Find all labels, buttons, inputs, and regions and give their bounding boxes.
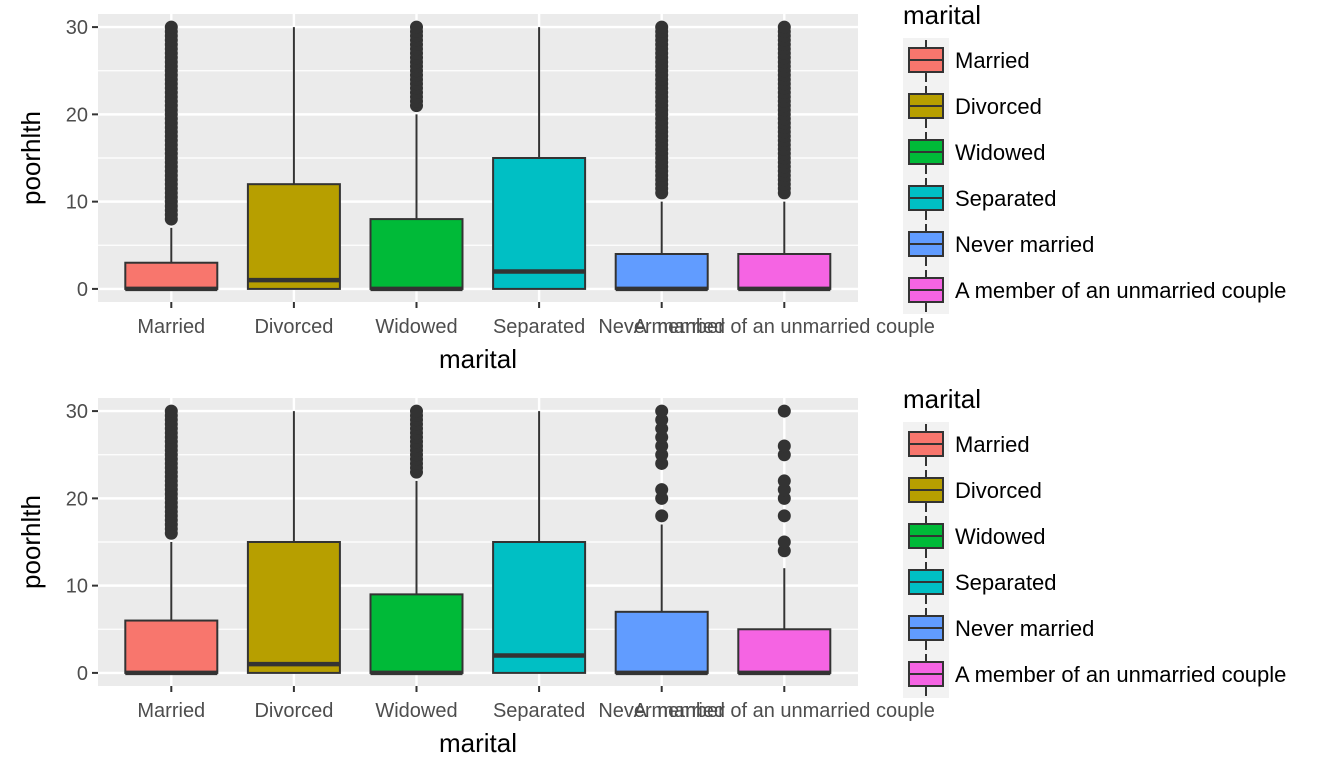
box-3 [369,404,464,676]
legend-label: Widowed [955,524,1045,549]
legend-item: A member of an unmarried couple [903,652,1286,698]
legend-item: Married [903,38,1030,84]
box-iqr [246,183,341,290]
outlier-point [164,20,178,34]
legend-item: A member of an unmarried couple [903,268,1286,314]
legend-item: Never married [903,222,1094,268]
y-tick-label: 10 [66,192,88,214]
legend-label: Divorced [955,94,1042,119]
box-6 [737,404,832,676]
box-iqr [246,541,341,674]
x-tick-label: Married [137,700,205,722]
outlier-point [777,509,791,523]
y-tick-label: 0 [77,663,88,685]
y-tick-label: 20 [66,104,88,126]
legend-item: Widowed [903,514,1045,560]
legend-item: Never married [903,606,1094,652]
x-tick-label: Married [137,316,205,338]
box-5 [614,20,709,292]
x-tick-label: Widowed [375,316,457,338]
legend-item: Divorced [903,84,1042,130]
legend-item: Widowed [903,130,1045,176]
outlier-point [777,535,791,549]
legend-label: Married [955,432,1030,457]
outlier-point [164,404,178,418]
box-iqr [492,541,587,674]
box-6 [737,20,832,292]
x-tick-label: A member of an unmarried couple [634,700,935,722]
y-tick-label: 20 [66,488,88,510]
outlier-point [777,20,791,34]
y-axis-title: poorhlth [16,111,46,205]
outlier-point [777,404,791,418]
outlier-point [410,20,423,34]
legend-label: Married [955,48,1030,73]
legend-label: Divorced [955,478,1042,503]
legend-item: Divorced [903,468,1042,514]
box-1 [124,404,219,676]
x-tick-label: Divorced [254,316,333,338]
legend-label: Never married [955,616,1094,641]
box-4 [492,27,587,290]
legend-item: Separated [903,176,1057,222]
box-iqr [614,253,709,290]
legend-item: Married [903,422,1030,468]
x-tick-label: Never married [598,316,725,338]
y-axis-title: poorhlth [16,495,46,589]
outlier-point [777,439,791,453]
legend-label: A member of an unmarried couple [955,278,1286,303]
x-tick-label: Divorced [254,700,333,722]
chart-2: 0 10 20 30 Married Divorced Widowed Separated Ne… [16,384,1286,758]
box-iqr [614,610,709,674]
box-iqr [737,628,832,674]
chart-1: 0 10 20 30 Married Divorced Widowed Separated Ne… [16,0,1286,374]
box-5 [614,404,709,676]
box-iqr [737,253,832,290]
y-tick-label: 30 [66,17,88,39]
x-tick-label: A member of an unmarried couple [634,316,935,338]
outlier-point [777,474,791,488]
box-iqr [492,157,587,290]
legend: marital Married Divorced Widowed Separated Ne… [903,0,1286,314]
y-tick-label: 0 [77,279,88,301]
legend-label: A member of an unmarried couple [955,662,1286,687]
box-1 [124,20,219,292]
box-4 [492,411,587,674]
x-axis-title: marital [439,344,517,374]
outlier-point [655,509,669,523]
box-iqr [369,218,464,290]
legend-label: Separated [955,570,1057,595]
legend-label: Never married [955,232,1094,257]
outlier-point [655,483,669,497]
box-3 [369,20,464,292]
legend-title: marital [903,384,981,414]
legend-label: Widowed [955,140,1045,165]
outlier-point [410,404,423,418]
outlier-point [655,404,669,418]
y-tick-label: 10 [66,576,88,598]
x-tick-label: Separated [493,700,585,722]
legend: marital Married Divorced Widowed Separated Ne… [903,384,1286,698]
box-iqr [124,261,219,290]
legend-item: Separated [903,560,1057,606]
y-tick-label: 30 [66,401,88,423]
box-2 [246,411,341,674]
box-iqr [124,619,219,674]
x-tick-label: Widowed [375,700,457,722]
x-tick-label: Never married [598,700,725,722]
legend-title: marital [903,0,981,30]
box-iqr [369,593,464,674]
x-tick-label: Separated [493,316,585,338]
legend-label: Separated [955,186,1057,211]
x-axis-title: marital [439,728,517,758]
outlier-point [655,20,669,34]
box-2 [246,27,341,290]
